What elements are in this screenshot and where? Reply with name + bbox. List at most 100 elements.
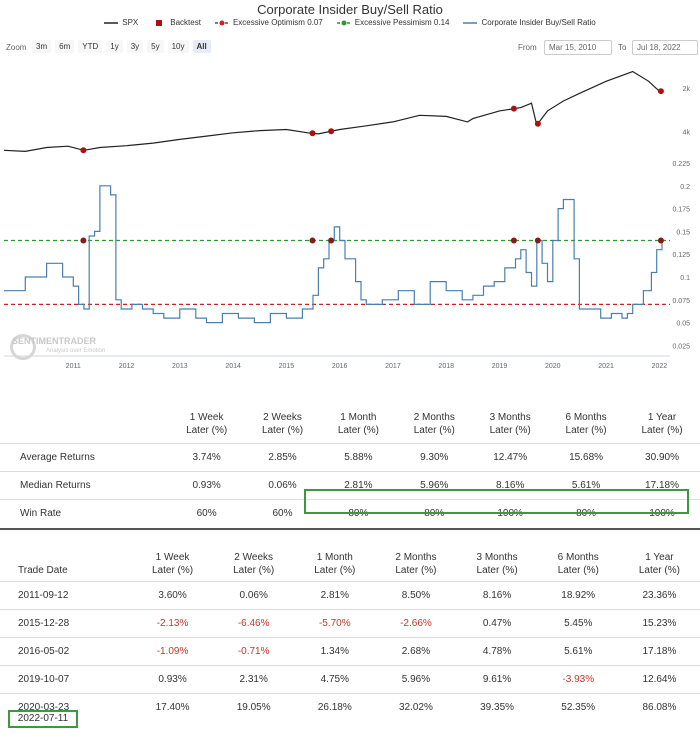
zoom-buttons: 3m 6m YTD 1y 3y 5y 10y All — [32, 40, 211, 53]
column-header: 6 Months Later (%) — [557, 552, 599, 576]
ratio-tick-label: 0.15 — [676, 229, 690, 236]
watermark-tagline: Analysis over Emotion — [46, 348, 106, 354]
legend-item[interactable]: SPX — [104, 18, 138, 27]
date-column-header: Trade Date — [18, 565, 68, 576]
column-header: 1 Week Later (%) — [151, 552, 194, 576]
x-tick-label: 2016 — [332, 363, 348, 370]
x-tick-label: 2012 — [119, 363, 135, 370]
legend-label: Corporate Insider Buy/Sell Ratio — [481, 18, 596, 27]
zoom-button-all[interactable]: All — [192, 40, 211, 53]
spx-backtest-marker[interactable] — [309, 130, 316, 137]
trade-return-cell: -0.71% — [213, 637, 295, 666]
summary-row-label: Average Returns — [0, 443, 169, 472]
trade-return-cell: 9.61% — [456, 665, 538, 694]
legend-label: Backtest — [170, 18, 201, 27]
summary-cell: 12.47% — [472, 443, 549, 472]
trade-row: 2011-09-12 3.60% 0.06% 2.81% 8.50% 8.16% 18.92… — [0, 581, 700, 610]
trade-return-cell: -2.13% — [131, 609, 214, 638]
x-tick-label: 2021 — [598, 363, 614, 370]
zoom-button-ytd[interactable]: YTD — [78, 40, 103, 53]
column-header: 1 Month Later (%) — [337, 412, 379, 436]
ratio-backtest-marker[interactable] — [328, 237, 335, 244]
ratio-tick-label: 0.175 — [672, 207, 690, 214]
trade-return-cell: 2.31% — [213, 665, 295, 694]
ratio-backtest-marker[interactable] — [309, 237, 316, 244]
trade-return-cell: 8.50% — [375, 581, 457, 610]
ratio-tick-label: 0.05 — [676, 321, 690, 328]
row-label-header — [0, 405, 169, 444]
legend-symbol-icon — [463, 21, 478, 24]
chart-title: Corporate Insider Buy/Sell Ratio — [257, 2, 443, 17]
legend-label: Excessive Optimism 0.07 — [232, 18, 323, 27]
column-header: 2 Weeks Later (%) — [261, 412, 304, 436]
zoom-button-1y[interactable]: 1y — [106, 40, 123, 53]
trade-return-cell: 15.23% — [618, 609, 700, 638]
legend-item[interactable]: Excessive Optimism 0.07 — [214, 18, 323, 27]
summary-row-label: Win Rate — [0, 499, 169, 527]
chart-legend: SPX Backtest Excessive Optimism 0.07 Excess… — [0, 18, 700, 27]
trade-row: 2015-12-28 -2.13% -6.46% -5.70% -2.66% 0.47% 5… — [0, 609, 700, 638]
spx-backtest-marker[interactable] — [510, 105, 517, 112]
ratio-tick-label: 0.125 — [672, 252, 690, 259]
trade-return-cell: 2.68% — [375, 637, 457, 666]
section-divider — [0, 528, 700, 530]
summary-cell: 5.61% — [548, 471, 625, 500]
zoom-button-3y[interactable]: 3y — [126, 40, 144, 53]
ratio-backtest-marker[interactable] — [510, 237, 517, 244]
trade-return-cell: -6.46% — [213, 609, 295, 638]
trade-return-cell: 12.64% — [618, 665, 700, 694]
legend-item[interactable]: Corporate Insider Buy/Sell Ratio — [463, 18, 596, 27]
from-label: From — [518, 43, 537, 52]
trade-return-cell: 32.02% — [375, 693, 457, 721]
trade-return-cell: 26.18% — [294, 693, 376, 721]
legend-item[interactable]: Backtest — [152, 18, 201, 27]
column-header: 1 Year Later (%) — [641, 412, 683, 436]
summary-cell: 60% — [168, 499, 245, 527]
trade-return-cell: -5.70% — [294, 609, 376, 638]
ratio-tick-label: 0.025 — [672, 343, 690, 350]
to-label: To — [618, 43, 627, 52]
summary-cell: 15.68% — [548, 443, 625, 472]
legend-label: SPX — [122, 18, 139, 27]
from-date-input[interactable]: Mar 15, 2010 — [544, 40, 612, 55]
spx-backtest-marker[interactable] — [657, 88, 664, 95]
zoom-button-6m[interactable]: 6m — [55, 40, 75, 53]
trade-row: 2019-10-07 0.93% 2.31% 4.75% 5.96% 9.61% -3.93… — [0, 665, 700, 694]
ratio-backtest-marker[interactable] — [657, 237, 664, 244]
ratio-tick-label: 0.075 — [672, 298, 690, 305]
spx-backtest-marker[interactable] — [80, 147, 87, 154]
x-tick-label: 2020 — [545, 363, 561, 370]
range-toolbar: Zoom 3m 6m YTD 1y 3y 5y 10y All From Mar 15, 20… — [4, 40, 698, 56]
ratio-backtest-marker[interactable] — [80, 237, 87, 244]
trade-row: 2016-05-02 -1.09% -0.71% 1.34% 2.68% 4.78% 5.6… — [0, 637, 700, 666]
summary-cell: 8.16% — [472, 471, 549, 500]
ratio-backtest-marker[interactable] — [534, 237, 541, 244]
x-tick-label: 2013 — [172, 363, 188, 370]
spx-backtest-marker[interactable] — [328, 128, 335, 135]
column-header: 1 Year Later (%) — [638, 552, 680, 576]
zoom-button-10y[interactable]: 10y — [167, 40, 189, 53]
x-tick-label: 2017 — [385, 363, 401, 370]
spx-backtest-marker[interactable] — [534, 120, 541, 127]
trade-return-cell: 23.36% — [618, 581, 700, 610]
ratio-tick-label: 0.225 — [672, 161, 690, 168]
x-tick-label: 2022 — [652, 363, 668, 370]
trade-return-cell: 1.34% — [294, 637, 376, 666]
legend-item[interactable]: Excessive Pessimism 0.14 — [336, 18, 449, 27]
x-tick-label: 2014 — [225, 363, 241, 370]
ratio-tick-label: 0.2 — [680, 184, 690, 191]
trade-return-cell: 2.81% — [294, 581, 376, 610]
column-header: 1 Month Later (%) — [314, 552, 356, 576]
summary-cell: 0.93% — [168, 471, 245, 500]
summary-row: Median Returns 0.93% 0.06% 2.81% 5.96% 8.16% 5… — [0, 471, 700, 500]
summary-cell: 3.74% — [168, 443, 245, 472]
latest-signal-date: 2022-07-11 — [8, 710, 78, 728]
trade-return-cell: 0.06% — [213, 581, 295, 610]
to-date-input[interactable]: Jul 18, 2022 — [632, 40, 698, 55]
trade-row: 2020-03-23 17.40% 19.05% 26.18% 32.02% 39.35%… — [0, 693, 700, 721]
zoom-button-3m[interactable]: 3m — [32, 40, 52, 53]
trade-return-cell: 3.60% — [131, 581, 214, 610]
sentimentrader-logo-icon — [10, 334, 36, 360]
ratio-tick-label: 0.1 — [680, 275, 690, 282]
zoom-button-5y[interactable]: 5y — [147, 40, 164, 53]
